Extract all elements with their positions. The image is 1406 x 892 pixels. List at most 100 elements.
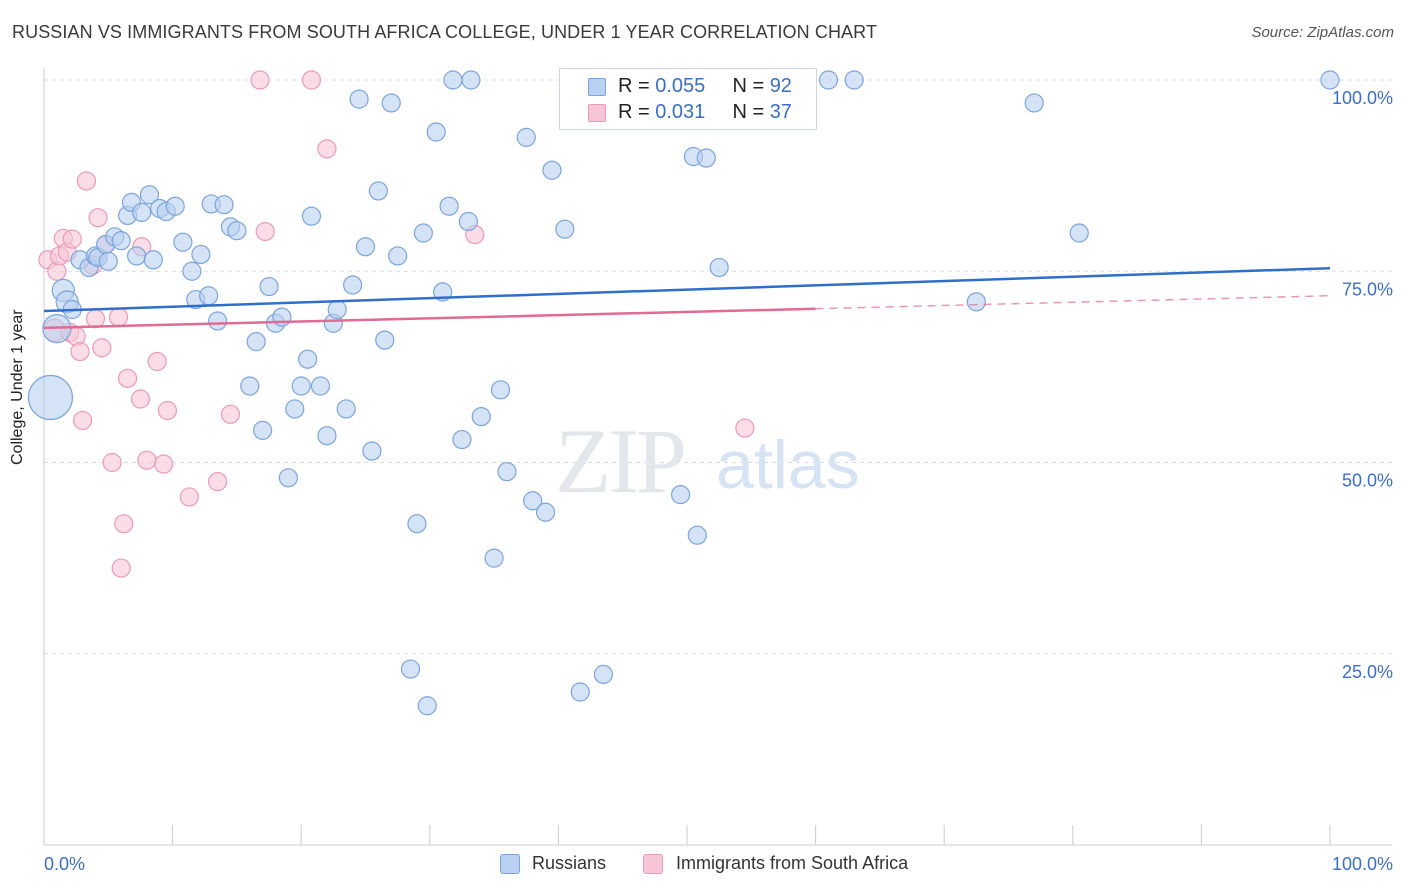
south-africa-point (220, 404, 241, 424)
russians-point (400, 659, 421, 679)
russians-point (301, 206, 322, 226)
russians-point (143, 250, 163, 270)
russians-point (452, 429, 472, 450)
r-value: 0.055 (655, 75, 706, 97)
r-value: 0.031 (655, 101, 706, 123)
axes (43, 68, 1392, 846)
south-africa-point (62, 229, 82, 249)
russians-point (497, 462, 517, 482)
russians-point (111, 231, 131, 251)
russians-point (484, 548, 504, 568)
n-label: N = (732, 101, 770, 123)
south-africa-point (157, 400, 178, 421)
russians-point (818, 70, 839, 90)
south-africa-point (108, 307, 129, 327)
n-value: 37 (769, 101, 792, 123)
south-africa-point (70, 341, 90, 362)
russians-point (191, 244, 211, 265)
russians-point (417, 696, 437, 716)
russians-point (593, 664, 614, 685)
south-africa-point (76, 171, 97, 191)
russians-point (272, 307, 292, 327)
russians-point (132, 202, 152, 222)
legend-russians-stats: R = 0.055 N = 92 (618, 75, 792, 98)
south-africa-point (137, 450, 157, 470)
russians-point (349, 89, 369, 109)
series-russians-points (27, 70, 1340, 716)
russians-point (173, 232, 193, 252)
russians-point (336, 399, 356, 419)
russians-point (259, 276, 279, 297)
russians-point (298, 349, 318, 369)
russians-trend-line (43, 266, 1331, 313)
south-africa-point (250, 70, 270, 90)
south-africa-swatch-icon (588, 104, 606, 122)
russians-point (1024, 93, 1044, 113)
y-tick-label: 25.0% (1342, 662, 1393, 682)
n-label: N = (732, 75, 770, 97)
south-africa-point (72, 410, 93, 431)
y-tick-label: 100.0% (1332, 88, 1393, 108)
russians-point (317, 426, 337, 446)
russians-point (285, 399, 305, 419)
y-axis-label: College, Under 1 year (9, 309, 26, 465)
series-legend: Russians Immigrants from South Africa (0, 851, 1406, 879)
south-africa-legend-icon (643, 854, 663, 874)
south-africa-point (102, 452, 122, 473)
russians-point (227, 221, 247, 241)
n-value: 92 (769, 75, 792, 97)
russians-point (542, 160, 562, 180)
chart-source: Source: ZipAtlas.com (1251, 24, 1394, 41)
russians-point (555, 219, 575, 239)
russians-point (310, 376, 331, 396)
russians-point (426, 122, 446, 142)
gridlines (44, 79, 1392, 655)
russians-swatch-icon (588, 78, 606, 96)
russians-point (214, 195, 234, 215)
south-africa-point (147, 351, 167, 372)
russians-point (291, 376, 311, 396)
correlation-legend: R = 0.055 N = 92 R = 0.031 N = 37 (559, 68, 817, 130)
russians-point (570, 682, 590, 702)
south-africa-point (111, 558, 131, 578)
russians-point (844, 70, 864, 90)
south-africa-point (179, 487, 199, 507)
south-africa-point (735, 418, 755, 438)
russians-point (471, 407, 491, 427)
russians-point (461, 70, 481, 90)
russians-point (139, 185, 160, 205)
watermark-atlas: atlas (716, 427, 860, 503)
russians-point (381, 93, 401, 113)
south-africa-point (317, 139, 337, 159)
south-africa-point (92, 338, 112, 358)
russians-point (240, 376, 260, 396)
south-africa-point (88, 208, 108, 228)
south-africa-point (301, 70, 322, 90)
russians-point (343, 275, 363, 295)
russians-point (535, 502, 556, 522)
russians-point (278, 468, 298, 488)
russians-point (355, 237, 376, 257)
chart-title: RUSSIAN VS IMMIGRANTS FROM SOUTH AFRICA … (12, 22, 878, 42)
russians-point (687, 525, 707, 545)
r-label: R = (618, 101, 656, 123)
russians-point (208, 311, 228, 331)
y-tick-label: 50.0% (1342, 471, 1393, 491)
russians-point (199, 286, 219, 306)
south-africa-point (114, 514, 134, 534)
russians-legend-icon (500, 854, 520, 874)
russians-point (368, 181, 388, 201)
r-label: R = (618, 75, 656, 97)
legend-label-south-africa: Immigrants from South Africa (676, 853, 909, 873)
y-tick-label: 75.0% (1342, 279, 1393, 299)
russians-point (246, 332, 266, 352)
south-africa-point (130, 389, 151, 409)
russians-point (182, 261, 202, 281)
legend-south-africa-stats: R = 0.031 N = 37 (618, 101, 792, 124)
russians-point (413, 223, 433, 243)
russians-point (709, 257, 729, 278)
south-africa-point (85, 309, 106, 329)
russians-point (98, 251, 118, 271)
south-africa-trend-extension (815, 294, 1331, 310)
russians-point (696, 148, 716, 168)
